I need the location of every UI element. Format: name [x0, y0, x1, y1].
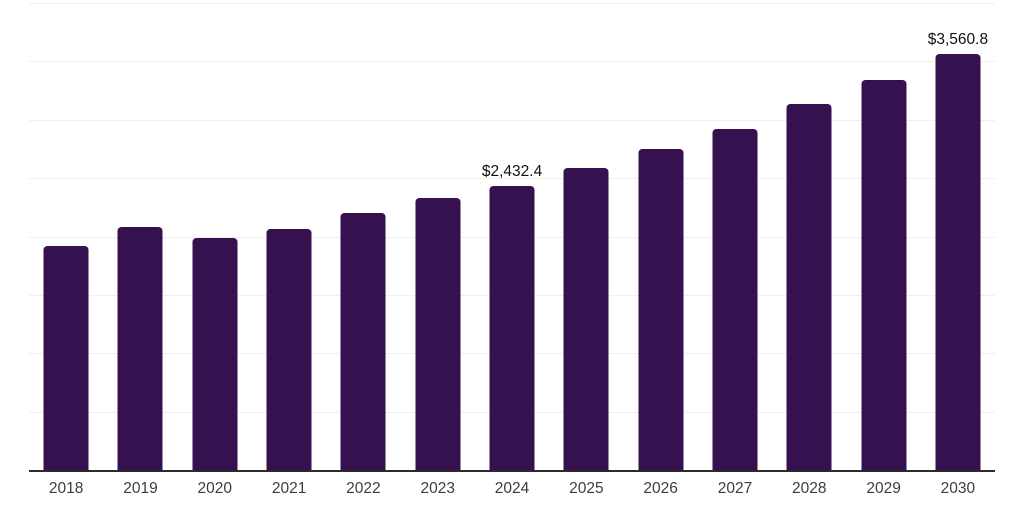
- x-tick-label-2025: 2025: [569, 480, 604, 497]
- bar-slot: [178, 3, 252, 470]
- x-tick-label-2027: 2027: [717, 480, 753, 497]
- bar-2024[interactable]: [489, 186, 535, 470]
- bar-slot: [846, 3, 920, 470]
- bar-slot: [252, 3, 326, 470]
- gridline: [29, 119, 995, 121]
- bar-slot: [326, 3, 400, 470]
- bar-slot: [29, 3, 103, 470]
- bar-2018[interactable]: [43, 246, 89, 470]
- x-tick-label-2028: 2028: [792, 480, 827, 497]
- bar-slot: [698, 3, 772, 470]
- bar-slot: [401, 3, 475, 470]
- bars-container: $2,432.4 $3,560.8: [29, 3, 995, 470]
- bar-slot: [103, 3, 177, 470]
- gridline: [29, 178, 995, 180]
- bar-2021[interactable]: [266, 229, 312, 470]
- plot-area: $2,432.4 $3,560.8: [29, 3, 995, 472]
- x-tick-label-2029: 2029: [866, 480, 901, 497]
- bar-2020[interactable]: [192, 238, 238, 470]
- bar-2023[interactable]: [415, 198, 461, 470]
- bar-2030[interactable]: [935, 54, 981, 470]
- gridline: [29, 3, 995, 4]
- bar-2026[interactable]: [638, 148, 684, 470]
- bar-2029[interactable]: [861, 80, 907, 470]
- bar-value-label: $3,560.8: [927, 30, 989, 48]
- x-axis-line: [29, 470, 995, 472]
- bar-slot: $3,560.8: [921, 3, 995, 470]
- x-axis-tick-labels: 2018 2019 2020 2021 2022 2023 2024 2025 2026 2027…: [29, 472, 995, 512]
- bar-slot: $2,432.4: [475, 3, 549, 470]
- x-tick-label-2020: 2020: [197, 480, 233, 497]
- bar-2025[interactable]: [563, 168, 609, 470]
- x-tick-label-2024: 2024: [494, 480, 530, 497]
- bar-2027[interactable]: [712, 129, 758, 470]
- x-tick-label-2021: 2021: [271, 480, 307, 497]
- bar-2019[interactable]: [117, 227, 163, 470]
- bar-value-label: $2,432.4: [481, 162, 543, 180]
- x-tick-label-2023: 2023: [420, 480, 455, 497]
- gridline: [29, 61, 995, 63]
- bar-2028[interactable]: [786, 104, 832, 470]
- x-tick-label-2018: 2018: [48, 480, 84, 497]
- x-tick-label-2030: 2030: [940, 480, 976, 497]
- x-tick-label-2022: 2022: [346, 480, 381, 497]
- bar-slot: [549, 3, 623, 470]
- bar-slot: [624, 3, 698, 470]
- bar-2022[interactable]: [340, 213, 386, 470]
- bar-slot: [772, 3, 846, 470]
- x-tick-label-2019: 2019: [123, 480, 158, 497]
- x-tick-label-2026: 2026: [643, 480, 678, 497]
